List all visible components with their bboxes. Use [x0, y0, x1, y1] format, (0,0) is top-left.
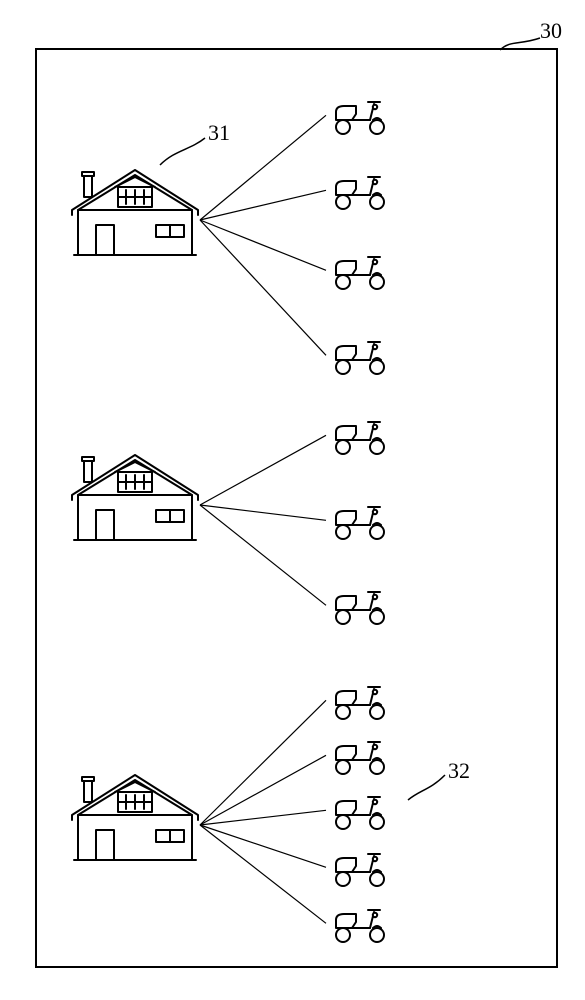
house-icon: [70, 760, 200, 865]
scooter-icon: [330, 785, 390, 831]
scooter-icon: [330, 90, 390, 136]
scooter-reference-label: 32: [448, 758, 470, 784]
frame-reference-label: 30: [540, 18, 562, 44]
scooter-icon: [330, 245, 390, 291]
house-icon: [70, 155, 200, 260]
house-reference-label: 31: [208, 120, 230, 146]
scooter-icon: [330, 730, 390, 776]
scooter-icon: [330, 165, 390, 211]
scooter-icon: [330, 842, 390, 888]
scooter-icon: [330, 330, 390, 376]
scooter-icon: [330, 495, 390, 541]
house-icon: [70, 440, 200, 545]
scooter-icon: [330, 675, 390, 721]
scooter-icon: [330, 898, 390, 944]
scooter-icon: [330, 580, 390, 626]
scooter-icon: [330, 410, 390, 456]
